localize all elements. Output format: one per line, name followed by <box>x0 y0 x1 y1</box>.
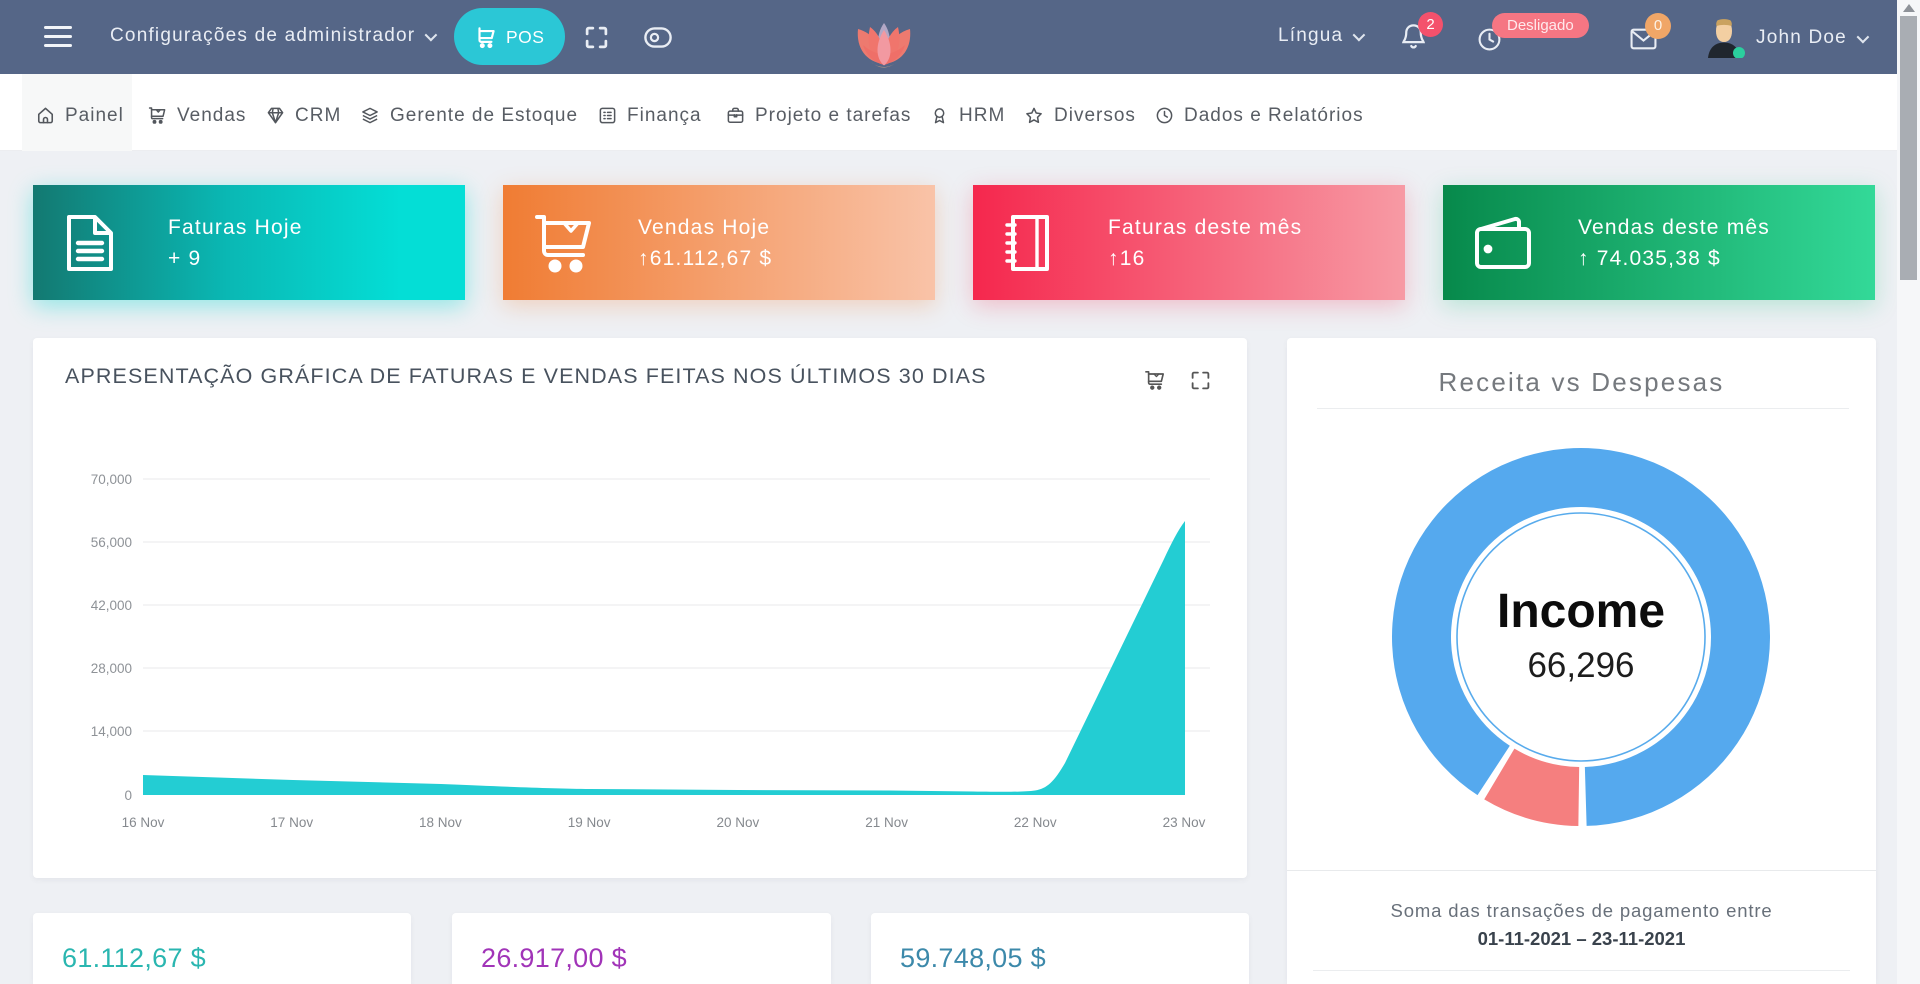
svg-text:17 Nov: 17 Nov <box>270 815 313 830</box>
svg-text:28,000: 28,000 <box>91 661 132 676</box>
svg-text:14,000: 14,000 <box>91 724 132 739</box>
svg-text:20 Nov: 20 Nov <box>717 815 760 830</box>
svg-text:56,000: 56,000 <box>91 535 132 550</box>
svg-text:70,000: 70,000 <box>91 472 132 487</box>
svg-text:23 Nov: 23 Nov <box>1163 815 1206 830</box>
svg-text:18 Nov: 18 Nov <box>419 815 462 830</box>
svg-text:22 Nov: 22 Nov <box>1014 815 1057 830</box>
svg-text:0: 0 <box>124 788 132 803</box>
svg-text:Income: Income <box>1497 585 1665 638</box>
svg-text:66,296: 66,296 <box>1527 646 1634 685</box>
svg-text:16 Nov: 16 Nov <box>122 815 165 830</box>
svg-text:19 Nov: 19 Nov <box>568 815 611 830</box>
svg-text:42,000: 42,000 <box>91 598 132 613</box>
svg-text:21 Nov: 21 Nov <box>865 815 908 830</box>
